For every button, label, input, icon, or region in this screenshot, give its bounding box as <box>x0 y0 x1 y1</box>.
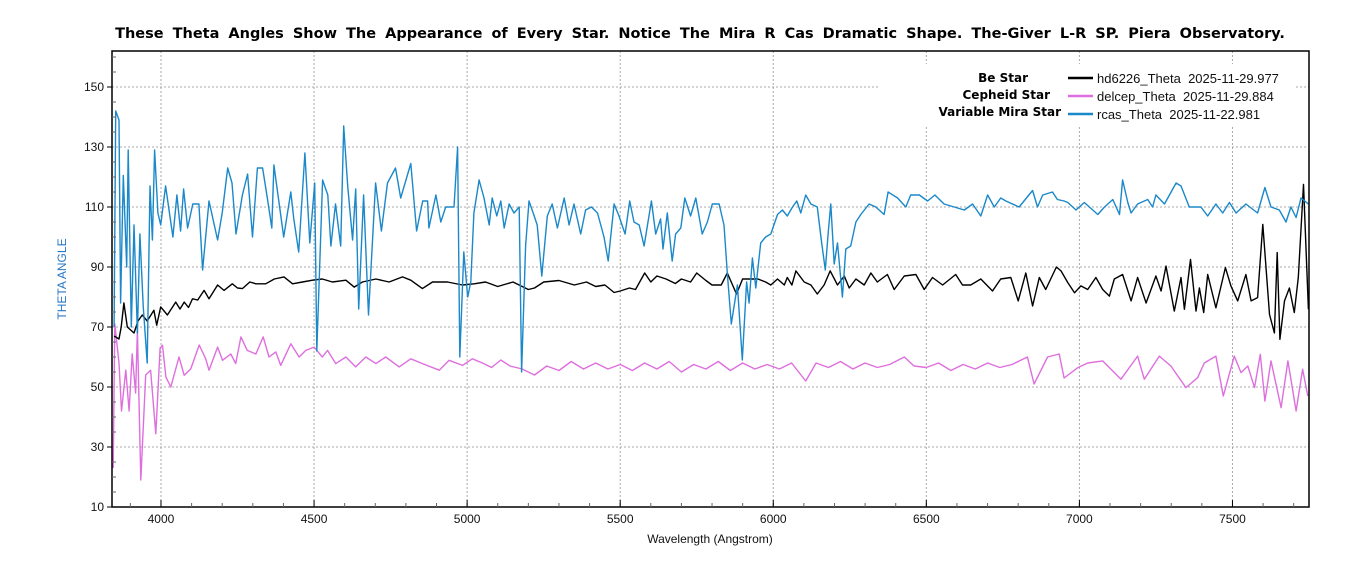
series-lines <box>112 110 1309 481</box>
legend-entry-delcep: Cepheid Star delcep_Theta 2025-11-29.884 <box>963 88 1274 104</box>
x-tick-label: 7500 <box>1219 512 1246 526</box>
legend-series-label: delcep_Theta 2025-11-29.884 <box>1097 89 1274 104</box>
plot-frame <box>111 50 1310 508</box>
y-axis-label: THETA ANGLE <box>55 238 69 319</box>
y-tick-label: 90 <box>91 260 105 274</box>
series-line-rcas <box>113 110 1309 373</box>
legend-star-label: Cepheid Star <box>963 88 1051 102</box>
legend-star-label: Variable Mira Star <box>938 105 1061 119</box>
y-tick-label: 10 <box>91 500 105 514</box>
x-tick-label: 4500 <box>301 512 328 526</box>
x-tick-label: 5000 <box>454 512 481 526</box>
legend-entry-hd6226: Be Star hd6226_Theta 2025-11-29.977 <box>978 71 1279 86</box>
x-tick-label: 5500 <box>607 512 634 526</box>
x-axis-label: Wavelength (Angstrom) <box>647 532 773 546</box>
series-line-delcep <box>112 323 1309 481</box>
chart-title: These Theta Angles Show The Appearance o… <box>115 26 1285 42</box>
y-tick-label: 110 <box>85 200 104 214</box>
y-tick-label: 150 <box>84 80 104 94</box>
x-tick-label: 7000 <box>1066 512 1093 526</box>
x-tick-label: 6500 <box>913 512 940 526</box>
x-tick-label: 6000 <box>760 512 787 526</box>
y-tick-label: 70 <box>91 320 105 334</box>
legend-series-label: hd6226_Theta 2025-11-29.977 <box>1097 71 1279 86</box>
y-tick-label: 130 <box>84 140 104 154</box>
axes: 4000 4500 5000 5500 6000 6500 7000 7500 10 30 50 70… <box>84 50 1310 526</box>
x-tick-label: 4000 <box>148 512 175 526</box>
y-tick-label: 50 <box>91 380 105 394</box>
series-line-hd6226 <box>113 183 1309 340</box>
legend-series-label: rcas_Theta 2025-11-22.981 <box>1097 107 1260 122</box>
legend-star-label: Be Star <box>978 71 1028 85</box>
y-tick-label: 30 <box>91 440 105 454</box>
legend: Be Star hd6226_Theta 2025-11-29.977 Ceph… <box>880 64 1296 126</box>
legend-entry-rcas: Variable Mira Star rcas_Theta 2025-11-22… <box>938 105 1260 122</box>
